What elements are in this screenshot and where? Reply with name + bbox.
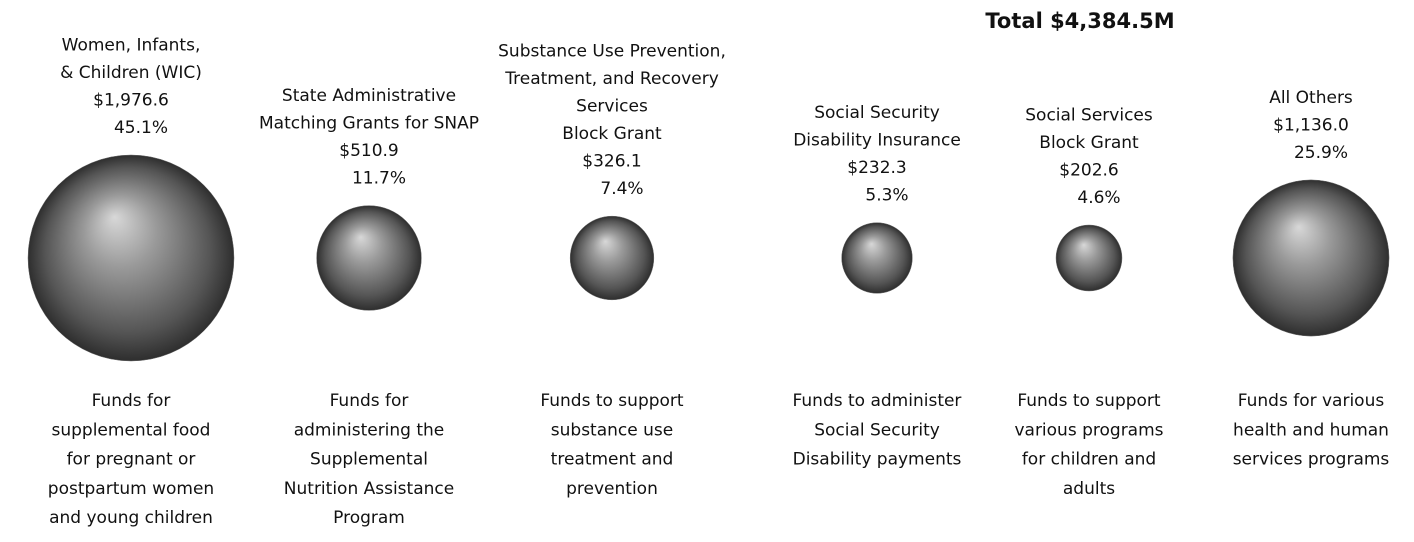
bubble <box>841 222 913 294</box>
bubble-label: Disability Insurance <box>793 131 961 151</box>
description: Nutrition Assistance <box>284 479 454 499</box>
description: Funds to administer <box>793 391 962 411</box>
description: Disability payments <box>793 450 962 470</box>
share-label: 25.9% <box>1294 143 1348 163</box>
value-label: $202.6 <box>1059 161 1118 181</box>
description: Program <box>333 508 405 528</box>
bubble-label: Block Grant <box>562 124 662 144</box>
bubble-label: & Children (WIC) <box>60 63 202 83</box>
chart-title: Total $4,384.5M <box>985 9 1174 33</box>
description: for children and <box>1022 450 1156 470</box>
bubble-label: Social Security <box>814 103 940 123</box>
value-label: $232.3 <box>847 158 906 178</box>
bubble-label: Social Services <box>1025 106 1153 126</box>
description: Funds to support <box>540 391 684 411</box>
description: Funds for <box>330 391 409 411</box>
description: postpartum women <box>48 479 214 499</box>
bubble <box>1232 179 1390 337</box>
description: supplemental food <box>52 420 211 440</box>
share-label: 45.1% <box>114 118 168 138</box>
value-label: $1,136.0 <box>1273 115 1349 135</box>
bubble-label: All Others <box>1269 88 1353 108</box>
description: health and human <box>1233 420 1389 440</box>
description: Funds for <box>92 391 171 411</box>
bubble <box>569 215 655 301</box>
description: prevention <box>566 479 658 499</box>
share-label: 5.3% <box>865 186 908 206</box>
value-label: $1,976.6 <box>93 91 169 111</box>
description: Social Security <box>814 420 940 440</box>
description: various programs <box>1014 420 1163 440</box>
share-label: 7.4% <box>600 179 643 199</box>
bubble-label: Matching Grants for SNAP <box>259 114 479 134</box>
bubble-label: State Administrative <box>282 86 456 106</box>
description: treatment and <box>551 450 674 470</box>
share-label: 4.6% <box>1077 188 1120 208</box>
bubble-label: Treatment, and Recovery <box>504 69 719 89</box>
bubble <box>316 205 422 311</box>
bubble-label: Services <box>576 97 648 117</box>
description: and young children <box>49 508 213 528</box>
share-label: 11.7% <box>352 169 406 189</box>
description: for pregnant or <box>67 450 196 470</box>
bubble <box>27 154 235 362</box>
description: Funds to support <box>1017 391 1161 411</box>
description: substance use <box>551 420 673 440</box>
description: services programs <box>1233 450 1390 470</box>
bubble-label: Substance Use Prevention, <box>498 42 726 62</box>
bubble <box>1055 224 1123 292</box>
value-label: $326.1 <box>582 152 641 172</box>
description: adults <box>1063 479 1115 499</box>
bubble-label: Women, Infants, <box>62 36 201 56</box>
description: administering the <box>294 420 445 440</box>
description: Funds for various <box>1238 391 1385 411</box>
value-label: $510.9 <box>339 141 398 161</box>
description: Supplemental <box>310 450 428 470</box>
bubble-label: Block Grant <box>1039 133 1139 153</box>
